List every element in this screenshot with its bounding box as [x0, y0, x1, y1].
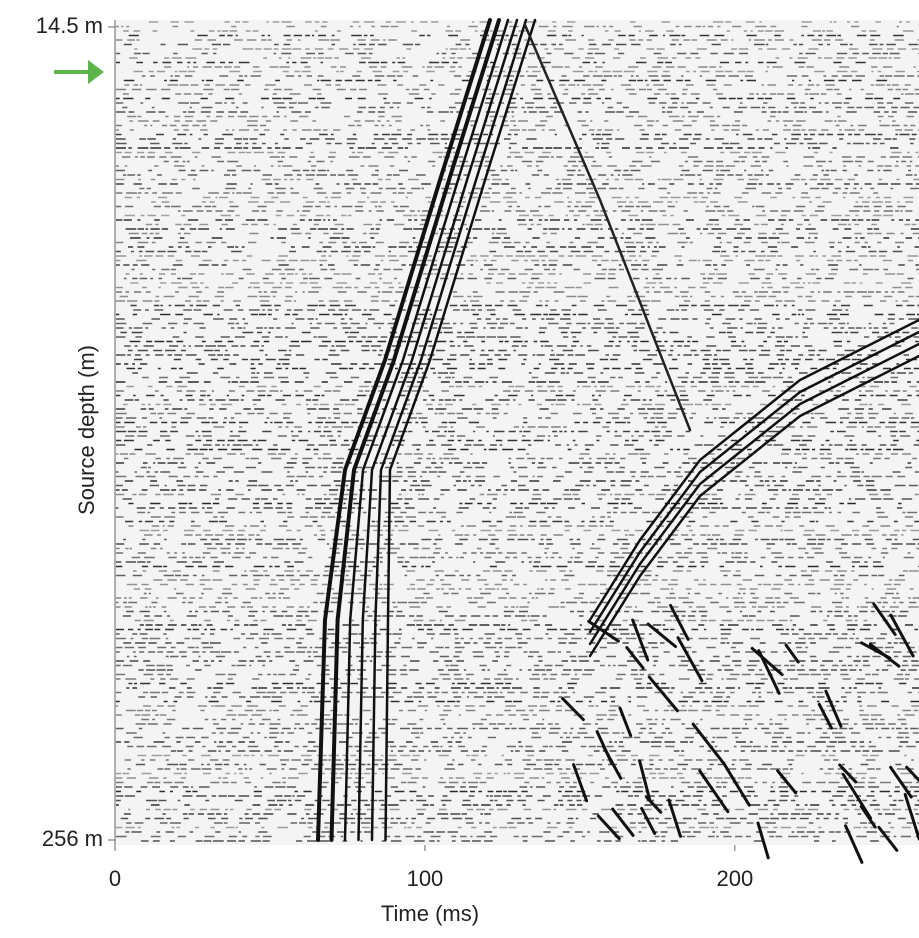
event-band: [357, 18, 519, 842]
y-axis-title: Source depth (m): [74, 345, 99, 515]
event-band: [784, 643, 800, 664]
event-band: [691, 722, 725, 764]
event-band: [588, 330, 919, 634]
x-tick-label: 200: [717, 866, 754, 891]
y-tick-label: 14.5 m: [36, 13, 103, 38]
event-band: [646, 622, 678, 649]
event-band: [669, 603, 690, 641]
event-band: [572, 763, 589, 803]
seismic-traces: [116, 21, 919, 842]
event-band: [343, 18, 510, 842]
event-band: [903, 792, 919, 841]
event-band: [640, 806, 657, 835]
event-band: [838, 763, 858, 784]
event-band: [588, 354, 919, 658]
event-band: [587, 619, 620, 643]
event-band: [817, 702, 833, 730]
event-band: [588, 342, 919, 646]
event-band: [859, 641, 892, 660]
event-band: [721, 761, 751, 807]
event-band: [647, 675, 679, 713]
event-band: [611, 807, 635, 837]
event-band: [776, 769, 798, 795]
event-band: [625, 646, 645, 670]
event-band: [618, 706, 633, 738]
depth-arrow: [54, 60, 104, 84]
event-band: [329, 18, 501, 842]
event-band: [750, 646, 784, 677]
plot-area: [115, 20, 919, 845]
event-band: [370, 18, 528, 842]
event-band: [877, 825, 899, 852]
x-tick-label: 0: [109, 866, 121, 891]
event-band: [596, 814, 621, 841]
event-band: [841, 772, 873, 820]
event-band: [824, 689, 843, 728]
x-axis-title: Time (ms): [381, 901, 479, 926]
event-band: [638, 759, 652, 803]
event-band: [889, 765, 913, 799]
event-band: [631, 618, 650, 662]
seismic-events: [316, 18, 919, 864]
event-band: [756, 821, 770, 860]
event-band: [384, 18, 537, 842]
event-band: [889, 613, 915, 658]
event-band: [698, 769, 730, 814]
event-band: [523, 23, 692, 432]
event-band: [595, 730, 614, 766]
event-band: [588, 318, 919, 622]
event-band: [844, 824, 864, 864]
y-tick-label: 256 m: [42, 826, 103, 851]
event-band: [667, 798, 682, 838]
x-tick-label: 100: [407, 866, 444, 891]
event-band: [872, 602, 897, 637]
event-band: [676, 636, 704, 683]
event-band: [316, 18, 492, 842]
event-band: [561, 697, 585, 722]
